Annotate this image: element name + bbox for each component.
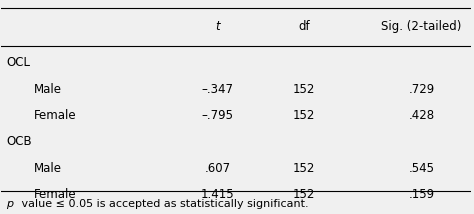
Text: value ≤ 0.05 is accepted as statistically significant.: value ≤ 0.05 is accepted as statisticall…	[18, 199, 309, 209]
Text: 152: 152	[293, 83, 316, 95]
Text: .607: .607	[204, 162, 230, 175]
Text: 152: 152	[293, 188, 316, 201]
Text: 1.415: 1.415	[201, 188, 234, 201]
Text: Sig. (2-tailed): Sig. (2-tailed)	[382, 20, 462, 33]
Text: OCB: OCB	[6, 135, 32, 148]
Text: Male: Male	[34, 162, 62, 175]
Text: –.347: –.347	[201, 83, 233, 95]
Text: df: df	[299, 20, 310, 33]
Text: .159: .159	[409, 188, 435, 201]
Text: 152: 152	[293, 162, 316, 175]
Text: OCL: OCL	[6, 56, 30, 69]
Text: Male: Male	[34, 83, 62, 95]
Text: .729: .729	[409, 83, 435, 95]
Text: .545: .545	[409, 162, 435, 175]
Text: Female: Female	[34, 188, 77, 201]
Text: Female: Female	[34, 109, 77, 122]
Text: –.795: –.795	[201, 109, 233, 122]
Text: t: t	[215, 20, 220, 33]
Text: p: p	[6, 199, 13, 209]
Text: 152: 152	[293, 109, 316, 122]
Text: .428: .428	[409, 109, 435, 122]
